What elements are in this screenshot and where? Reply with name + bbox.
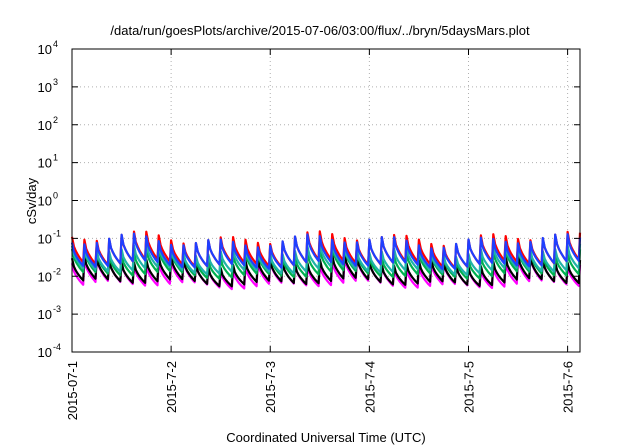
y-tick-label: 10 bbox=[38, 156, 52, 171]
y-tick-exponent: 4 bbox=[53, 39, 58, 49]
y-tick-label: 10 bbox=[38, 307, 52, 322]
y-tick-label: 10 bbox=[38, 269, 52, 284]
series-layer bbox=[70, 230, 582, 291]
x-tick-label: 2015-7-3 bbox=[263, 361, 278, 413]
y-tick-label: 10 bbox=[38, 80, 52, 95]
series-line bbox=[70, 252, 582, 288]
grid bbox=[72, 49, 580, 352]
series-line bbox=[70, 232, 582, 271]
series-line bbox=[70, 244, 582, 280]
y-tick-exponent: 1 bbox=[53, 153, 58, 163]
y-tick-exponent: -3 bbox=[53, 304, 61, 314]
x-tick-label: 2015-7-4 bbox=[362, 361, 377, 413]
y-tick-exponent: -4 bbox=[53, 342, 61, 352]
series-line bbox=[70, 255, 582, 291]
x-tick-label: 2015-7-2 bbox=[164, 361, 179, 413]
x-tick-label: 2015-7-5 bbox=[461, 361, 476, 413]
y-tick-label: 10 bbox=[38, 42, 52, 57]
x-axis-label: Coordinated Universal Time (UTC) bbox=[226, 430, 425, 445]
y-axis-label: cSv/day bbox=[24, 177, 39, 224]
y-tick-exponent: 2 bbox=[53, 115, 58, 125]
y-tick-label: 10 bbox=[38, 345, 52, 360]
y-tick-label: 10 bbox=[38, 118, 52, 133]
y-tick-label: 10 bbox=[38, 231, 52, 246]
series-line bbox=[70, 241, 582, 277]
y-tick-exponent: 0 bbox=[53, 191, 58, 201]
chart-title: /data/run/goesPlots/archive/2015-07-06/0… bbox=[110, 23, 530, 38]
y-tick-exponent: -2 bbox=[53, 266, 61, 276]
y-tick-exponent: 3 bbox=[53, 77, 58, 87]
y-tick-exponent: -1 bbox=[53, 228, 61, 238]
y-tick-label: 10 bbox=[38, 194, 52, 209]
x-tick-label: 2015-07-1 bbox=[65, 361, 80, 420]
x-tick-label: 2015-7-6 bbox=[561, 361, 576, 413]
